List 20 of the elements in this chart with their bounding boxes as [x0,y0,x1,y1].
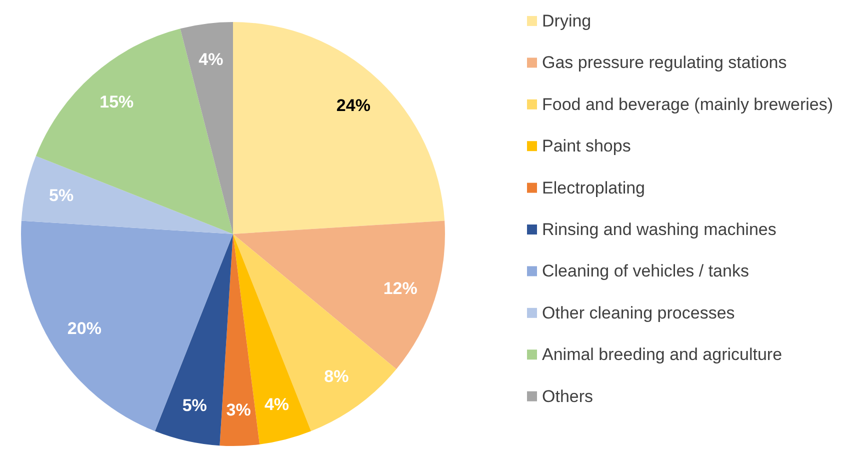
legend-label: Electroplating [542,178,646,198]
legend-label: Animal breeding and agriculture [542,345,782,364]
data-label: 8% [324,366,349,386]
data-label: 24% [336,96,370,116]
data-label: 20% [67,318,102,338]
legend-label: Others [542,386,594,406]
data-label: 12% [383,278,418,298]
legend-label: Gas pressure regulating stations [542,53,787,72]
data-label: 4% [264,394,290,414]
data-label: 3% [226,400,251,420]
legend-label: Drying [542,12,592,30]
legend-label: Cleaning of vehicles / tanks [542,262,749,281]
legend-label: Paint shops [542,136,631,156]
legend-label: Other cleaning processes [542,303,735,322]
data-label: 5% [48,186,74,206]
data-label: 4% [198,50,224,69]
legend-label: Food and beverage (mainly breweries) [542,94,834,114]
legend-label: Rinsing and washing machines [542,220,776,239]
data-label: 15% [100,92,134,112]
data-label: 5% [182,396,207,416]
